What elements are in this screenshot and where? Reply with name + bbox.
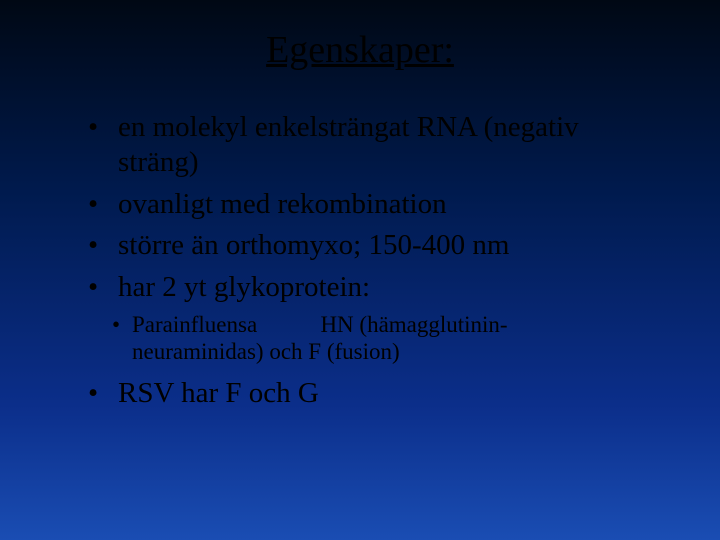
bullet-text: en molekyl enkelsträngat RNA (negativ st… <box>118 111 579 178</box>
bullet-text: större än orthomyxo; 150-400 nm <box>118 229 509 261</box>
bullet-text: har 2 yt glykoprotein: <box>118 271 370 303</box>
sub-bullet-item: Parainfluensa HN (hämagglutinin- neurami… <box>112 311 660 366</box>
bullet-text: RSV har F och G <box>118 377 319 409</box>
bullet-item: ovanligt med rekombination <box>88 187 660 222</box>
bullet-text: ovanligt med rekombination <box>118 188 447 220</box>
bullet-item: RSV har F och G <box>88 376 660 411</box>
slide: Egenskaper: en molekyl enkelsträngat RNA… <box>0 0 720 540</box>
sub-bullet-middle: HN (hämagglutinin- <box>320 312 507 337</box>
sub-bullet-line2: neuraminidas) och F (fusion) <box>132 338 660 366</box>
bullet-list-continued: RSV har F och G <box>60 376 660 411</box>
slide-title: Egenskaper: <box>60 28 660 72</box>
bullet-list: en molekyl enkelsträngat RNA (negativ st… <box>60 110 660 305</box>
bullet-item: en molekyl enkelsträngat RNA (negativ st… <box>88 110 660 181</box>
bullet-item: har 2 yt glykoprotein: <box>88 270 660 305</box>
sub-bullet-list: Parainfluensa HN (hämagglutinin- neurami… <box>60 311 660 366</box>
sub-bullet-prefix: Parainfluensa <box>132 312 257 337</box>
bullet-item: större än orthomyxo; 150-400 nm <box>88 228 660 263</box>
